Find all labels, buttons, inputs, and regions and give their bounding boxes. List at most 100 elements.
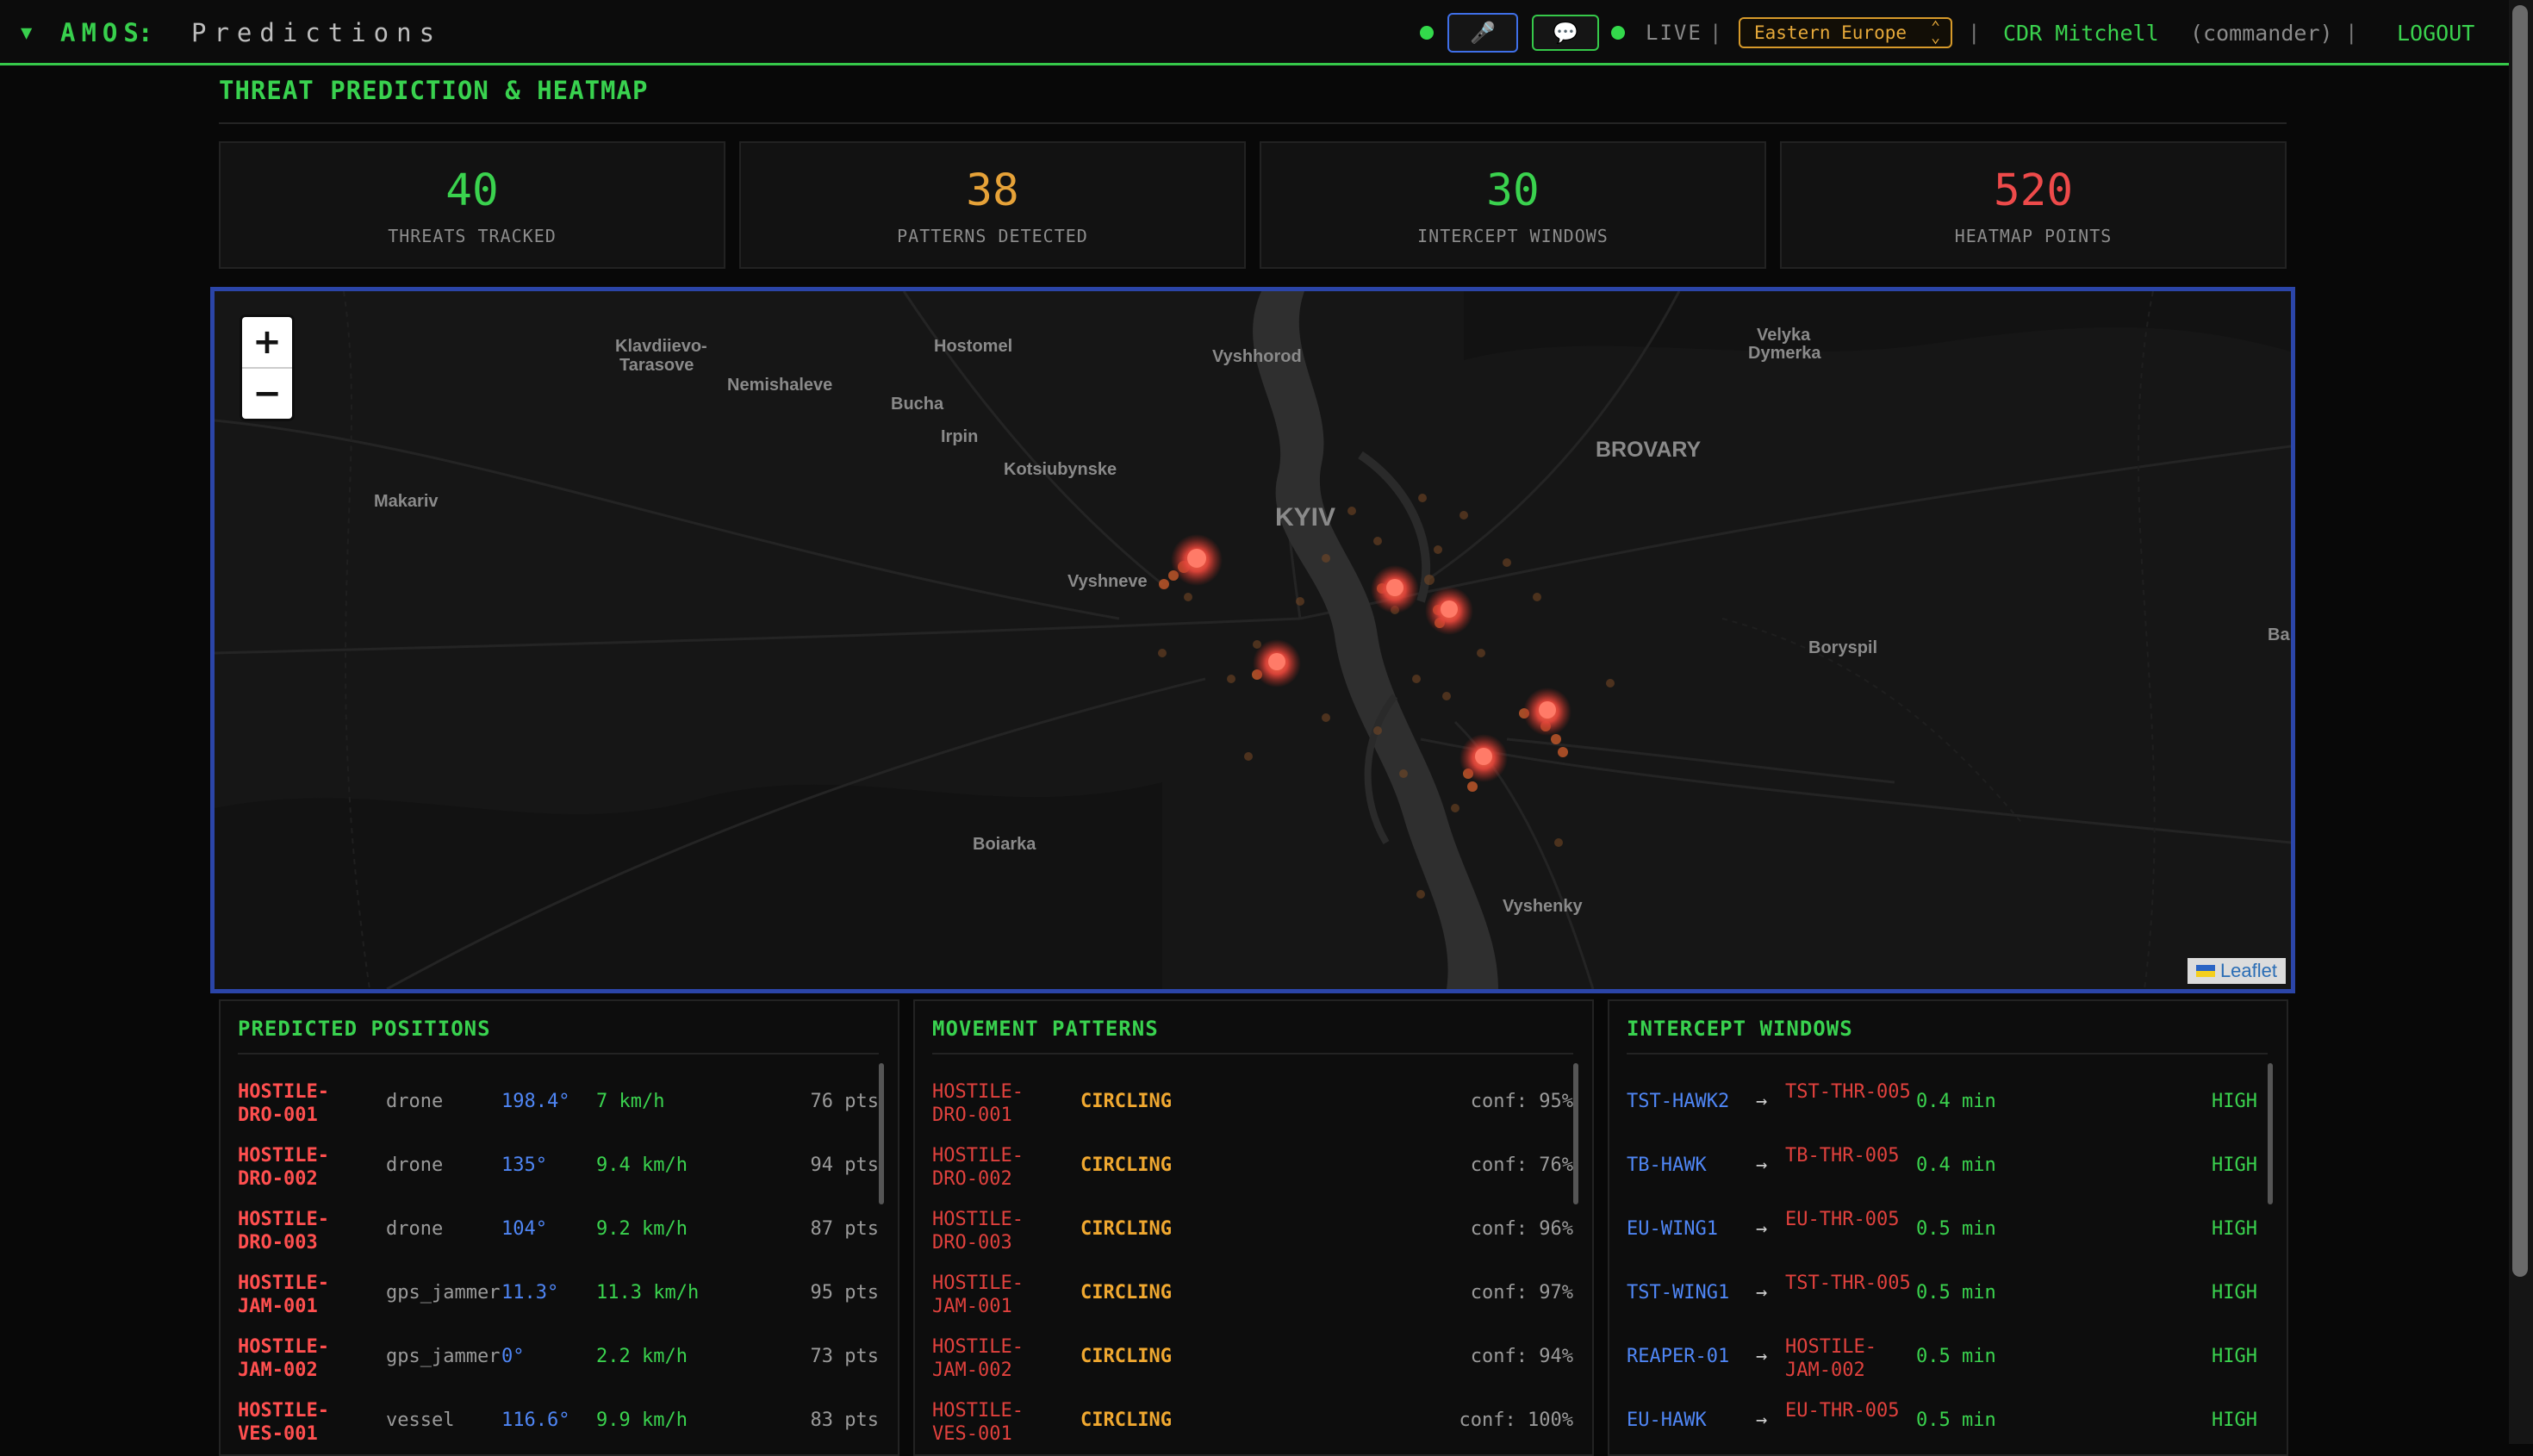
- threat-id: HOSTILE-VES-001: [238, 1400, 329, 1445]
- panel-scrollbar[interactable]: [879, 1063, 884, 1204]
- arrow-icon: →: [1756, 1218, 1768, 1240]
- divider: |: [2345, 21, 2358, 45]
- panel-scrollbar[interactable]: [2268, 1063, 2273, 1204]
- panel-title: MOVEMENT PATTERNS: [932, 1017, 1573, 1055]
- threat-id: HOSTILE-DRO-002: [238, 1145, 329, 1190]
- map-label: Ba: [2268, 625, 2290, 644]
- voice-status-dot: [1420, 0, 1434, 65]
- map-tiles: Klavdiievo- Tarasove Hostomel Vyshhorod …: [215, 291, 2291, 989]
- interceptor-id: TST-HAWK2: [1627, 1091, 1730, 1112]
- map-label: BROVARY: [1596, 438, 1702, 462]
- table-row[interactable]: HOSTILE-DRO-002 CIRCLING conf: 76%: [932, 1136, 1573, 1198]
- divider: |: [1709, 21, 1722, 45]
- table-row[interactable]: HOSTILE-DRO-003 CIRCLING conf: 96%: [932, 1199, 1573, 1261]
- stat-value: 520: [1993, 165, 2074, 216]
- target-id: TB-THR-005: [1785, 1145, 1900, 1167]
- table-row[interactable]: HOSTILE-JAM-002 gps_jammer 0° 2.2 km/h 73 pt…: [238, 1327, 879, 1389]
- track-points: 73 pts: [810, 1346, 879, 1367]
- intercept-priority: HIGH: [2212, 1346, 2257, 1367]
- table-row[interactable]: HOSTILE-JAM-001 gps_jammer 11.3° 11.3 km/h 9…: [238, 1263, 879, 1325]
- divider: [242, 367, 292, 369]
- threat-type: drone: [386, 1091, 444, 1112]
- threat-heading: 135°: [501, 1154, 547, 1176]
- map-label: Kotsiubynske: [1004, 460, 1117, 479]
- live-status-dot: [1611, 0, 1625, 65]
- live-status-label: LIVE: [1646, 21, 1702, 45]
- threat-id: HOSTILE-JAM-001: [238, 1272, 329, 1317]
- app-page-name: Predictions: [191, 18, 443, 47]
- table-row[interactable]: HOSTILE-DRO-001 CIRCLING conf: 95%: [932, 1072, 1573, 1134]
- user-role: (commander): [2190, 20, 2333, 46]
- movement-patterns-panel: MOVEMENT PATTERNS HOSTILE-DRO-001 CIRCLIN…: [913, 999, 1594, 1456]
- map-label: KYIV: [1275, 503, 1335, 532]
- table-row[interactable]: HOSTILE-JAM-002 CIRCLING conf: 94%: [932, 1327, 1573, 1389]
- map-label: Tarasove: [619, 356, 694, 375]
- threat-type: drone: [386, 1218, 444, 1240]
- threat-type: drone: [386, 1154, 444, 1176]
- threat-id: HOSTILE-DRO-003: [238, 1209, 329, 1254]
- zoom-out-button[interactable]: −: [252, 374, 282, 414]
- user-name: CDR Mitchell: [2003, 20, 2159, 46]
- stat-card-patterns-detected: 38 PATTERNS DETECTED: [739, 141, 1246, 269]
- threat-id: HOSTILE-DRO-003: [932, 1209, 1024, 1254]
- table-row[interactable]: EU-WING1 → EU-THR-005 0.5 min HIGH: [1627, 1199, 2268, 1261]
- threat-id: HOSTILE-DRO-002: [932, 1145, 1024, 1190]
- pattern-confidence: conf: 96%: [1470, 1218, 1573, 1240]
- zoom-in-button[interactable]: +: [252, 322, 282, 362]
- table-row[interactable]: HOSTILE-JAM-001 CIRCLING conf: 97%: [932, 1263, 1573, 1325]
- stat-label: THREATS TRACKED: [388, 226, 557, 246]
- region-select-value: Eastern Europe: [1754, 22, 1908, 43]
- threat-type: gps_jammer: [386, 1346, 501, 1367]
- voice-command-button[interactable]: 🎤: [1447, 13, 1518, 53]
- page-scrollbar-thumb[interactable]: [2512, 5, 2528, 1277]
- stat-label: PATTERNS DETECTED: [897, 226, 1088, 246]
- threat-speed: 9.2 km/h: [596, 1218, 688, 1240]
- threat-heatmap-map[interactable]: Klavdiievo- Tarasove Hostomel Vyshhorod …: [210, 287, 2295, 993]
- map-label: Boryspil: [1808, 638, 1877, 657]
- intercept-time: 0.5 min: [1916, 1409, 1996, 1431]
- intercept-time: 0.4 min: [1916, 1154, 1996, 1176]
- map-label: Vyshenky: [1503, 897, 1584, 916]
- threat-speed: 2.2 km/h: [596, 1346, 688, 1367]
- panel-title: PREDICTED POSITIONS: [238, 1017, 879, 1055]
- map-label: Makariv: [374, 492, 439, 511]
- table-row[interactable]: HOSTILE-VES-001 CIRCLING conf: 100%: [932, 1391, 1573, 1453]
- intercept-windows-panel: INTERCEPT WINDOWS TST-HAWK2 → TST-THR-005 0…: [1608, 999, 2288, 1456]
- map-label: Irpin: [941, 427, 978, 446]
- app-name: AMOS: [60, 18, 145, 47]
- select-chevron-icon: ⌃ ⌄: [1931, 18, 1940, 47]
- threat-speed: 9.4 km/h: [596, 1154, 688, 1176]
- pattern-type: CIRCLING: [1080, 1091, 1172, 1112]
- leaflet-attribution-link[interactable]: Leaflet: [2219, 960, 2277, 981]
- table-row[interactable]: TST-WING1 → TST-THR-005 0.5 min HIGH: [1627, 1263, 2268, 1325]
- target-id: HOSTILE-JAM-002: [1785, 1336, 1876, 1381]
- logout-button[interactable]: LOGOUT: [2397, 20, 2475, 46]
- interceptor-id: TB-HAWK: [1627, 1154, 1707, 1176]
- chat-button[interactable]: 💬: [1532, 15, 1599, 51]
- threat-type: vessel: [386, 1409, 455, 1431]
- table-row[interactable]: REAPER-01 → HOSTILE-JAM-002 0.5 min HIGH: [1627, 1327, 2268, 1389]
- pattern-confidence: conf: 97%: [1470, 1282, 1573, 1304]
- table-row[interactable]: HOSTILE-DRO-003 drone 104° 9.2 km/h 87 pts: [238, 1199, 879, 1261]
- region-select[interactable]: Eastern Europe ⌃ ⌄: [1739, 17, 1952, 48]
- panel-scrollbar[interactable]: [1573, 1063, 1578, 1204]
- chat-bubble-icon: 💬: [1553, 21, 1578, 45]
- table-row[interactable]: EU-HAWK → EU-THR-005 0.5 min HIGH: [1627, 1391, 2268, 1453]
- page-scrollbar[interactable]: [2509, 0, 2533, 1444]
- intercept-priority: HIGH: [2212, 1091, 2257, 1112]
- table-row[interactable]: TST-HAWK2 → TST-THR-005 0.4 min HIGH: [1627, 1072, 2268, 1134]
- stat-value: 40: [445, 165, 499, 216]
- table-row[interactable]: HOSTILE-DRO-002 drone 135° 9.4 km/h 94 pts: [238, 1136, 879, 1198]
- threat-type: gps_jammer: [386, 1282, 501, 1304]
- map-zoom-control: + −: [242, 317, 292, 419]
- threat-heading: 104°: [501, 1218, 547, 1240]
- map-attribution: Leaflet: [2187, 958, 2286, 984]
- pattern-confidence: conf: 95%: [1470, 1091, 1573, 1112]
- map-label: Boiarka: [973, 835, 1036, 854]
- table-row[interactable]: HOSTILE-DRO-001 drone 198.4° 7 km/h 76 pts: [238, 1072, 879, 1134]
- table-row[interactable]: HOSTILE-VES-001 vessel 116.6° 9.9 km/h 83 pt…: [238, 1391, 879, 1453]
- map-label: Vyshneve: [1067, 572, 1148, 591]
- pattern-confidence: conf: 76%: [1470, 1154, 1573, 1176]
- menu-toggle-caret-icon[interactable]: ▼: [21, 22, 33, 44]
- table-row[interactable]: TB-HAWK → TB-THR-005 0.4 min HIGH: [1627, 1136, 2268, 1198]
